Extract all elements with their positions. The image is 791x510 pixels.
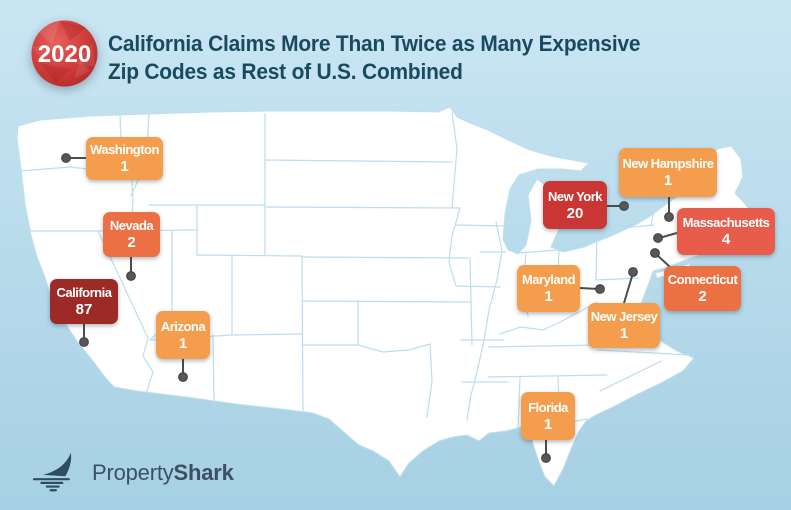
map-marker-dot-new-york [619, 201, 629, 211]
state-count: 87 [75, 301, 93, 318]
state-label-connecticut: Connecticut 2 [664, 266, 741, 311]
state-count: 1 [120, 158, 129, 175]
map-marker-dot-new-hampshire [664, 212, 674, 222]
state-name: Maryland [521, 272, 576, 287]
map-marker-dot-connecticut [650, 248, 660, 258]
map-marker-dot-nevada [126, 271, 136, 281]
state-label-nevada: Nevada 2 [103, 212, 160, 257]
state-count: 2 [698, 288, 707, 305]
brand-shark: Shark [173, 460, 234, 485]
state-name: New Jersey [590, 309, 658, 324]
state-name: Washington [90, 142, 159, 157]
map-marker-dot-maryland [595, 284, 605, 294]
state-label-arizona: Arizona 1 [156, 311, 210, 359]
state-label-massachusetts: Massachusetts 4 [677, 208, 775, 255]
state-name: Florida [528, 399, 568, 415]
connector-layer [61, 153, 678, 463]
map-marker-dot-washington [61, 153, 71, 163]
connector-line-new-jersey [623, 272, 634, 304]
state-label-new-jersey: New Jersey 1 [588, 303, 660, 348]
state-label-new-hampshire: New Hampshire 1 [619, 148, 717, 197]
state-count: 1 [178, 334, 188, 352]
shark-fin-icon [32, 452, 72, 492]
state-label-california: California 87 [50, 279, 118, 324]
state-name: Connecticut [667, 272, 738, 287]
state-name: Massachusetts [682, 215, 770, 230]
title-line-2: Zip Codes as Rest of U.S. Combined [108, 59, 463, 84]
state-label-washington: Washington 1 [86, 137, 163, 180]
badge-year-text: 2020 [38, 41, 91, 68]
state-count: 1 [663, 172, 673, 189]
title-line-1: California Claims More Than Twice as Man… [108, 31, 641, 56]
map-marker-dot-florida [541, 453, 551, 463]
propertyshark-logo[interactable]: PropertyShark [32, 450, 234, 496]
state-name: New Hampshire [622, 156, 714, 171]
map-marker-dot-arizona [178, 372, 188, 382]
state-name: New York [547, 188, 603, 204]
state-count: 1 [619, 325, 629, 342]
map-marker-dot-massachusetts [653, 233, 663, 243]
brand-property: Property [92, 460, 174, 485]
state-count: 1 [544, 288, 553, 305]
state-name: Nevada [109, 218, 154, 233]
state-name: California [56, 285, 112, 300]
state-count: 2 [127, 234, 136, 251]
page-title: California Claims More Than Twice as Man… [108, 30, 641, 86]
state-name: Arizona [160, 318, 206, 334]
state-label-maryland: Maryland 1 [517, 265, 580, 312]
state-count: 1 [543, 415, 553, 433]
state-label-new-york: New York 20 [543, 181, 607, 229]
map-marker-dot-new-jersey [628, 267, 638, 277]
state-count: 20 [566, 204, 584, 222]
map-marker-dot-california [79, 337, 89, 347]
state-count: 4 [721, 231, 731, 248]
brand-name: PropertyShark [92, 460, 234, 486]
year-badge: 2020 [31, 20, 98, 87]
state-label-florida: Florida 1 [521, 392, 575, 440]
